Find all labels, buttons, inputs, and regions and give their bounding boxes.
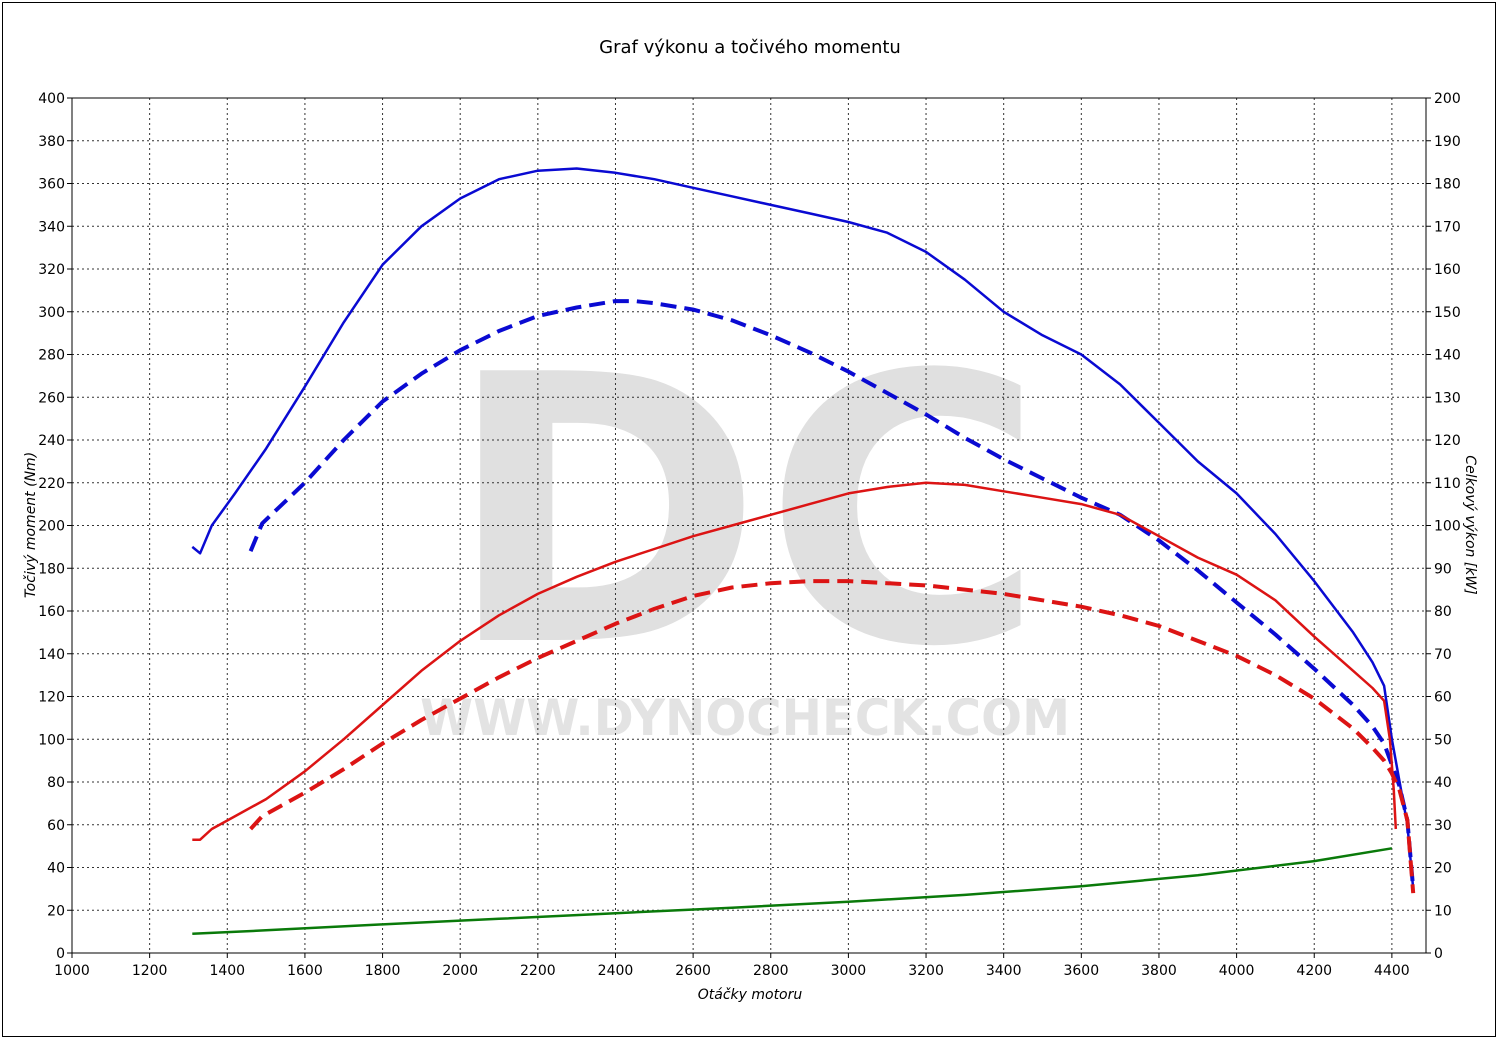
y-left-tick-label: 140 xyxy=(38,647,65,663)
x-tick-label: 1800 xyxy=(365,963,401,979)
y-right-tick-label: 100 xyxy=(1434,519,1461,535)
y-left-tick-label: 280 xyxy=(38,348,65,364)
y-left-tick-label: 20 xyxy=(47,903,65,919)
y-left-tick-label: 100 xyxy=(38,732,65,748)
y-left-tick-label: 60 xyxy=(47,818,65,834)
y-right-tick-label: 60 xyxy=(1434,690,1452,706)
x-tick-label: 3800 xyxy=(1141,963,1177,979)
y-right-tick-label: 150 xyxy=(1434,305,1461,321)
y-left-tick-label: 300 xyxy=(38,305,65,321)
x-tick-label: 2800 xyxy=(753,963,789,979)
y-right-axis-label: Celkový výkon [kW] xyxy=(1462,455,1478,594)
y-right-axis-ticks: 0 10 20 30 40 50 60 70 80 90 100 110 120 130 140 150 160… xyxy=(1426,91,1461,962)
y-left-tick-label: 240 xyxy=(38,433,65,449)
series-line-3 xyxy=(192,481,1398,841)
y-right-tick-label: 30 xyxy=(1434,818,1452,834)
x-tick-label: 2000 xyxy=(442,963,478,979)
series-line-1 xyxy=(191,167,1415,890)
x-tick-label: 1600 xyxy=(287,963,323,979)
y-right-tick-label: 70 xyxy=(1434,647,1452,663)
y-right-tick-label: 90 xyxy=(1434,561,1452,577)
y-left-tick-label: 220 xyxy=(38,476,65,492)
y-right-tick-label: 110 xyxy=(1434,476,1461,492)
x-tick-label: 2400 xyxy=(598,963,634,979)
watermark-logo: DC xyxy=(445,298,1045,728)
y-left-tick-label: 180 xyxy=(38,561,65,577)
y-left-tick-label: 360 xyxy=(38,177,65,193)
y-left-tick-label: 200 xyxy=(38,519,65,535)
x-axis-ticks: 1000 1200 1400 1600 1800 2000 2200 2400 2600 2800… xyxy=(54,953,1410,979)
y-right-tick-label: 190 xyxy=(1434,134,1461,150)
x-tick-label: 4000 xyxy=(1219,963,1255,979)
y-left-tick-label: 400 xyxy=(38,91,65,107)
y-right-tick-label: 0 xyxy=(1434,946,1443,962)
y-left-tick-label: 160 xyxy=(38,604,65,620)
y-right-tick-label: 20 xyxy=(1434,861,1452,877)
x-tick-label: 4200 xyxy=(1296,963,1332,979)
y-right-tick-label: 180 xyxy=(1434,177,1461,193)
x-tick-label: 3000 xyxy=(831,963,867,979)
y-left-tick-label: 0 xyxy=(56,946,65,962)
y-right-tick-label: 80 xyxy=(1434,604,1452,620)
y-right-tick-label: 170 xyxy=(1434,219,1461,235)
y-left-tick-label: 40 xyxy=(47,861,65,877)
series-line-2 xyxy=(248,299,1416,890)
y-left-axis-label: Točivý moment (Nm) xyxy=(23,452,39,598)
y-left-tick-label: 320 xyxy=(38,262,65,278)
y-right-tick-label: 50 xyxy=(1434,732,1452,748)
x-tick-label: 1200 xyxy=(132,963,168,979)
y-left-tick-label: 80 xyxy=(47,775,65,791)
y-right-tick-label: 140 xyxy=(1434,348,1461,364)
x-tick-label: 2600 xyxy=(675,963,711,979)
series-line-5 xyxy=(192,847,1393,936)
y-right-tick-label: 160 xyxy=(1434,262,1461,278)
x-tick-label: 3600 xyxy=(1063,963,1099,979)
x-tick-label: 3200 xyxy=(908,963,944,979)
chart-title: Graf výkonu a točivého momentu xyxy=(599,37,901,58)
x-tick-label: 1000 xyxy=(54,963,90,979)
y-left-tick-label: 340 xyxy=(38,219,65,235)
grid xyxy=(71,97,1426,954)
y-right-tick-label: 40 xyxy=(1434,775,1452,791)
x-tick-label: 4400 xyxy=(1374,963,1410,979)
y-left-tick-label: 380 xyxy=(38,134,65,150)
watermark-url: WWW.DYNOCHECK.COM xyxy=(420,689,1070,747)
y-right-tick-label: 200 xyxy=(1434,91,1461,107)
y-left-tick-label: 120 xyxy=(38,690,65,706)
y-left-tick-label: 260 xyxy=(38,390,65,406)
x-axis-label: Otáčky motoru xyxy=(698,987,803,1003)
x-tick-label: 1400 xyxy=(209,963,245,979)
x-tick-label: 3400 xyxy=(986,963,1022,979)
x-tick-label: 2200 xyxy=(520,963,556,979)
y-right-tick-label: 120 xyxy=(1434,433,1461,449)
y-left-axis-ticks: 0 20 40 60 80 100 120 140 160 180 200 220 240 260 280 3… xyxy=(38,91,72,962)
y-right-tick-label: 10 xyxy=(1434,903,1452,919)
series-line-4 xyxy=(249,579,1416,894)
y-right-tick-label: 130 xyxy=(1434,390,1461,406)
series-layer xyxy=(191,167,1416,936)
